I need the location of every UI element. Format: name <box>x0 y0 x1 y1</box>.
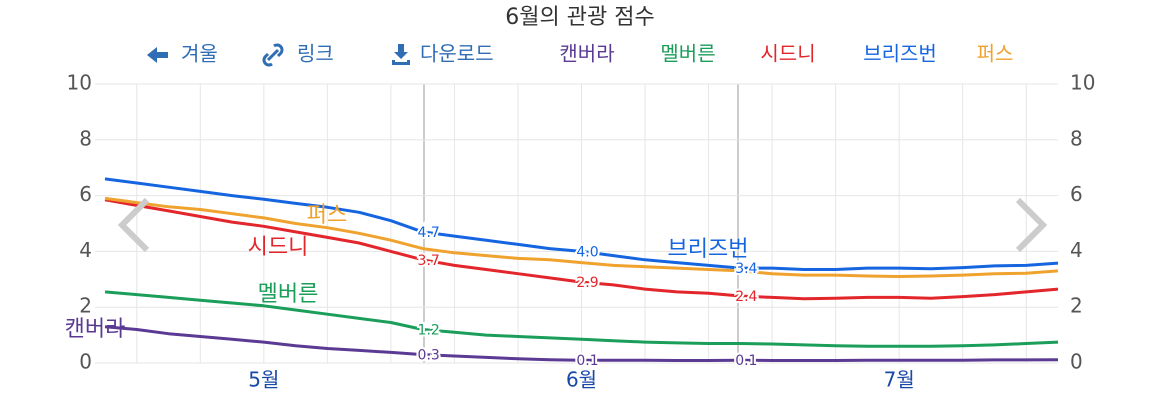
y-tick-label: 0 <box>79 350 92 374</box>
toolbar-label: 링크 <box>297 42 334 66</box>
value-label: 2.4 <box>735 289 757 305</box>
legend-entry[interactable]: 캔버라 <box>559 42 614 66</box>
chart-title: 6월의 관광 점수 <box>505 5 654 30</box>
series-label: 브리즈번 <box>668 237 749 262</box>
y-tick-label: 2 <box>79 294 92 318</box>
series-label: 퍼스 <box>307 203 347 228</box>
prev-arrow[interactable] <box>117 197 150 253</box>
y2-tick-label: 8 <box>1070 126 1083 150</box>
legend-entry[interactable]: 브리즈번 <box>863 42 937 66</box>
y2-tick-label: 10 <box>1070 71 1095 95</box>
value-label: 0.1 <box>576 353 598 369</box>
value-label: 2.9 <box>576 275 598 291</box>
value-label: 3.4 <box>735 261 757 277</box>
y-tick-label: 4 <box>79 238 92 262</box>
series-label: 시드니 <box>248 235 309 260</box>
toolbar-button[interactable]: 다운로드 <box>392 42 494 66</box>
toolbar-label: 겨울 <box>181 42 218 66</box>
plot: 0 2 4 6 8 10 0 2 4 6 8 10 5월 6월 7월 0.3 0.1 0.1 캔버라 1.2 멜버른 3.… <box>65 71 1096 392</box>
toolbar-label: 다운로드 <box>420 42 494 66</box>
series-label: 캔버라 <box>65 317 126 342</box>
x-tick-label: 7월 <box>884 368 915 392</box>
next-arrow[interactable] <box>1015 197 1048 253</box>
y-tick-label: 8 <box>79 126 92 150</box>
y-tick-label: 10 <box>67 71 92 95</box>
series-line <box>104 196 1059 278</box>
legend-entry[interactable]: 멜버른 <box>660 42 715 66</box>
toolbar-button[interactable]: 겨울 <box>147 42 218 66</box>
value-label: 3.7 <box>418 253 440 269</box>
link-icon <box>262 43 284 67</box>
y2-tick-label: 2 <box>1070 294 1083 318</box>
value-label: 0.1 <box>735 353 757 369</box>
nav-next[interactable] <box>1015 197 1048 253</box>
legend-entry[interactable]: 퍼스 <box>977 42 1014 66</box>
value-label: 4.0 <box>576 244 598 260</box>
series-label: 멜버른 <box>258 282 319 307</box>
nav-prev[interactable] <box>117 197 150 253</box>
x-tick-label: 6월 <box>566 368 597 392</box>
legend-entry[interactable]: 시드니 <box>760 42 815 66</box>
x-tick-label: 5월 <box>248 368 279 392</box>
series-line <box>104 290 1059 348</box>
y2-tick-label: 0 <box>1070 350 1083 374</box>
value-label: 1.2 <box>418 323 440 339</box>
toolbar-button[interactable]: 링크 <box>262 42 334 67</box>
y2-tick-label: 4 <box>1070 238 1083 262</box>
back-icon <box>147 47 168 63</box>
y-tick-label: 6 <box>79 182 92 206</box>
value-label: 0.3 <box>418 348 440 364</box>
download-icon <box>392 44 410 65</box>
value-label: 4.7 <box>418 225 440 241</box>
series-line <box>104 325 1059 362</box>
series-line <box>104 177 1059 271</box>
y2-tick-label: 6 <box>1070 182 1083 206</box>
series-line <box>104 198 1059 301</box>
